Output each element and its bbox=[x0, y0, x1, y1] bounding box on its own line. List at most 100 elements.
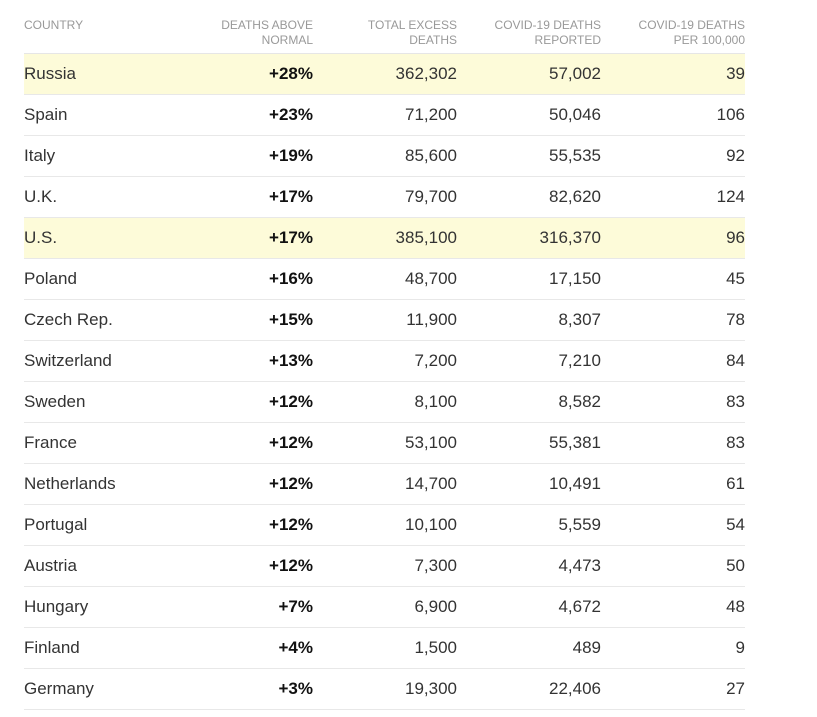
cell-covid-deaths-per-100k: 83 bbox=[726, 433, 745, 452]
cell-deaths-above-normal: +7% bbox=[278, 597, 314, 616]
cell-deaths-above-normal: +13% bbox=[269, 351, 313, 370]
cell-covid-deaths-per-100k: 54 bbox=[726, 515, 745, 534]
cell-country: Sweden bbox=[24, 392, 86, 411]
cell-deaths-above-normal: +19% bbox=[269, 146, 313, 165]
cell-covid-deaths-reported: 50,046 bbox=[549, 105, 601, 124]
cell-total-excess-deaths: 48,700 bbox=[405, 269, 457, 288]
cell-covid-deaths-reported: 55,381 bbox=[549, 433, 601, 452]
cell-total-excess-deaths: 7,300 bbox=[414, 556, 457, 575]
table-row: France +12% 53,100 55,381 83 bbox=[24, 423, 745, 464]
header-reported-line2: REPORTED bbox=[534, 33, 601, 47]
table-row: Netherlands +12% 14,700 10,491 61 bbox=[24, 464, 745, 505]
cell-covid-deaths-per-100k: 84 bbox=[726, 351, 745, 370]
cell-total-excess-deaths: 7,200 bbox=[414, 351, 457, 370]
cell-country: Hungary bbox=[24, 597, 89, 616]
header-covid-deaths-reported: COVID-19 DEATHS REPORTED bbox=[457, 0, 601, 53]
cell-covid-deaths-per-100k: 48 bbox=[726, 597, 745, 616]
cell-deaths-above-normal: +4% bbox=[278, 638, 314, 657]
table-row: Poland +16% 48,700 17,150 45 bbox=[24, 259, 745, 300]
table-row: Switzerland +13% 7,200 7,210 84 bbox=[24, 341, 745, 382]
cell-deaths-above-normal: +12% bbox=[269, 556, 313, 575]
cell-deaths-above-normal: +17% bbox=[269, 228, 313, 247]
cell-country: Italy bbox=[24, 146, 56, 165]
cell-deaths-above-normal: +28% bbox=[269, 64, 313, 83]
cell-covid-deaths-reported: 22,406 bbox=[549, 679, 601, 698]
header-pct-line2: NORMAL bbox=[261, 33, 313, 47]
cell-covid-deaths-per-100k: 61 bbox=[726, 474, 745, 493]
cell-country: Germany bbox=[24, 679, 94, 698]
header-country-label: COUNTRY bbox=[24, 18, 84, 32]
cell-covid-deaths-reported: 8,582 bbox=[558, 392, 601, 411]
cell-total-excess-deaths: 14,700 bbox=[405, 474, 457, 493]
cell-total-excess-deaths: 10,100 bbox=[405, 515, 457, 534]
table-row: Austria +12% 7,300 4,473 50 bbox=[24, 546, 745, 587]
cell-covid-deaths-reported: 4,672 bbox=[558, 597, 601, 616]
cell-covid-deaths-per-100k: 96 bbox=[726, 228, 745, 247]
cell-covid-deaths-reported: 10,491 bbox=[549, 474, 601, 493]
table-row: Finland +4% 1,500 489 9 bbox=[24, 628, 745, 669]
cell-country: Portugal bbox=[24, 515, 88, 534]
cell-covid-deaths-per-100k: 27 bbox=[726, 679, 745, 698]
cell-covid-deaths-reported: 316,370 bbox=[539, 228, 601, 247]
header-deaths-above-normal: DEATHS ABOVE NORMAL bbox=[184, 0, 313, 53]
cell-deaths-above-normal: +12% bbox=[269, 474, 313, 493]
header-total-line1: TOTAL EXCESS bbox=[367, 18, 457, 32]
cell-country: Finland bbox=[24, 638, 80, 657]
cell-covid-deaths-reported: 4,473 bbox=[558, 556, 601, 575]
table-row: Spain +23% 71,200 50,046 106 bbox=[24, 95, 745, 136]
header-covid-deaths-per-100k: COVID-19 DEATHS PER 100,000 bbox=[601, 0, 745, 53]
cell-covid-deaths-reported: 7,210 bbox=[558, 351, 601, 370]
cell-deaths-above-normal: +12% bbox=[269, 392, 313, 411]
cell-covid-deaths-reported: 17,150 bbox=[549, 269, 601, 288]
table-row: U.K. +17% 79,700 82,620 124 bbox=[24, 177, 745, 218]
cell-covid-deaths-reported: 489 bbox=[572, 638, 601, 657]
table-header-row: COUNTRY DEATHS ABOVE NORMAL TOTAL EXCESS… bbox=[24, 0, 745, 54]
cell-deaths-above-normal: +23% bbox=[269, 105, 313, 124]
cell-total-excess-deaths: 53,100 bbox=[405, 433, 457, 452]
header-per100k-line2: PER 100,000 bbox=[673, 33, 745, 47]
cell-total-excess-deaths: 1,500 bbox=[414, 638, 457, 657]
table-row: U.S. +17% 385,100 316,370 96 bbox=[24, 218, 745, 259]
cell-covid-deaths-per-100k: 124 bbox=[716, 187, 745, 206]
cell-total-excess-deaths: 85,600 bbox=[405, 146, 457, 165]
cell-total-excess-deaths: 71,200 bbox=[405, 105, 457, 124]
table-row: Russia +28% 362,302 57,002 39 bbox=[24, 54, 745, 95]
cell-country: Russia bbox=[24, 64, 76, 83]
table-row: Italy +19% 85,600 55,535 92 bbox=[24, 136, 745, 177]
cell-deaths-above-normal: +16% bbox=[269, 269, 313, 288]
excess-deaths-table: COUNTRY DEATHS ABOVE NORMAL TOTAL EXCESS… bbox=[24, 0, 745, 710]
cell-country: Poland bbox=[24, 269, 77, 288]
cell-covid-deaths-reported: 8,307 bbox=[558, 310, 601, 329]
header-total-excess-deaths: TOTAL EXCESS DEATHS bbox=[313, 0, 457, 53]
cell-covid-deaths-per-100k: 78 bbox=[726, 310, 745, 329]
cell-deaths-above-normal: +17% bbox=[269, 187, 313, 206]
cell-total-excess-deaths: 385,100 bbox=[395, 228, 457, 247]
cell-covid-deaths-per-100k: 45 bbox=[726, 269, 745, 288]
cell-deaths-above-normal: +12% bbox=[269, 515, 313, 534]
cell-total-excess-deaths: 8,100 bbox=[414, 392, 457, 411]
cell-covid-deaths-reported: 5,559 bbox=[558, 515, 601, 534]
header-total-line2: DEATHS bbox=[409, 33, 457, 47]
cell-country: U.S. bbox=[24, 228, 58, 247]
cell-covid-deaths-reported: 57,002 bbox=[549, 64, 601, 83]
cell-total-excess-deaths: 79,700 bbox=[405, 187, 457, 206]
cell-country: Spain bbox=[24, 105, 68, 124]
cell-covid-deaths-reported: 82,620 bbox=[549, 187, 601, 206]
header-pct-line1: DEATHS ABOVE bbox=[221, 18, 313, 32]
cell-country: France bbox=[24, 433, 77, 452]
cell-covid-deaths-per-100k: 83 bbox=[726, 392, 745, 411]
cell-covid-deaths-per-100k: 9 bbox=[735, 638, 745, 657]
cell-covid-deaths-per-100k: 92 bbox=[726, 146, 745, 165]
table-row: Sweden +12% 8,100 8,582 83 bbox=[24, 382, 745, 423]
header-reported-line1: COVID-19 DEATHS bbox=[494, 18, 601, 32]
cell-country: Austria bbox=[24, 556, 77, 575]
cell-total-excess-deaths: 19,300 bbox=[405, 679, 457, 698]
cell-deaths-above-normal: +15% bbox=[269, 310, 313, 329]
cell-covid-deaths-per-100k: 106 bbox=[716, 105, 745, 124]
table-row: Portugal +12% 10,100 5,559 54 bbox=[24, 505, 745, 546]
cell-total-excess-deaths: 362,302 bbox=[395, 64, 457, 83]
cell-covid-deaths-reported: 55,535 bbox=[549, 146, 601, 165]
cell-deaths-above-normal: +3% bbox=[278, 679, 314, 698]
cell-country: Netherlands bbox=[24, 474, 116, 493]
cell-country: Switzerland bbox=[24, 351, 112, 370]
